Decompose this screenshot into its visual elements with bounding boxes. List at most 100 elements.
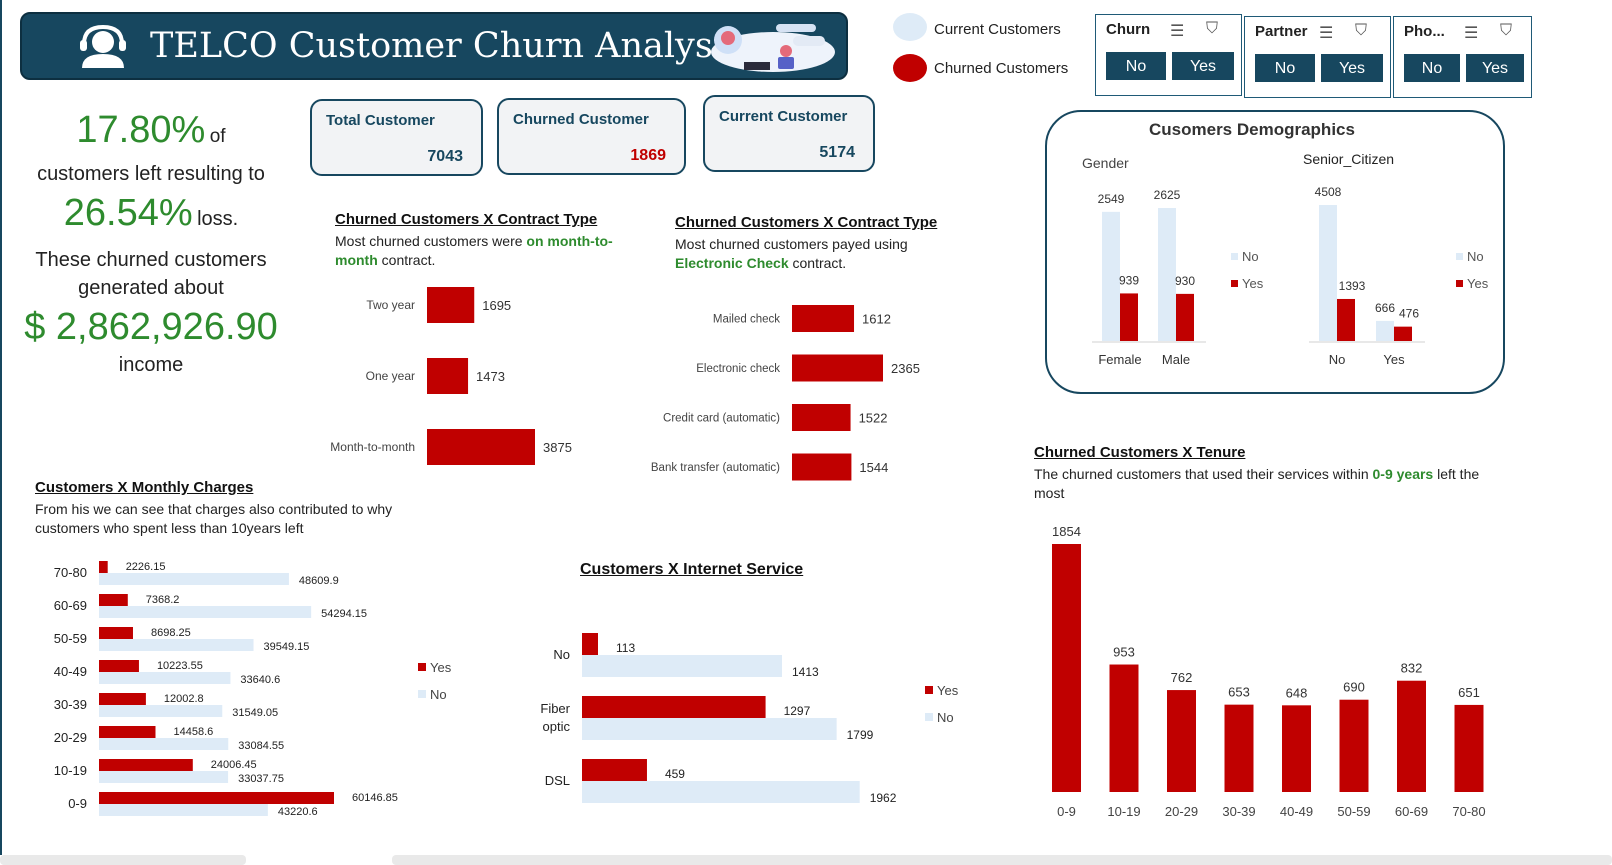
legend-no-swatch (1456, 253, 1463, 260)
data-label-no: 2549 (1098, 192, 1125, 206)
data-label: 648 (1286, 685, 1308, 700)
support-illustration-icon (711, 24, 835, 72)
category-label: Fiber (540, 701, 570, 716)
current-customer-value: 5174 (819, 144, 855, 161)
data-label-yes: 12002.8 (164, 693, 204, 705)
contract-chart: Two year 1695 One year 1473 Month-to-month 38… (330, 287, 572, 465)
horizontal-scrollbar[interactable] (392, 855, 1612, 865)
data-label: 953 (1113, 645, 1135, 660)
legend-yes-label: Yes (1467, 276, 1489, 291)
churn-slicer[interactable]: Churn ☰ ⛉ No Yes (1095, 14, 1242, 96)
bar-no (1158, 208, 1176, 341)
churned-customers-legend-swatch (893, 54, 927, 82)
dashboard-title: TELCO Customer Churn Analysis (150, 26, 742, 66)
summary-line-2: customers left resulting to (37, 163, 265, 185)
data-label: 651 (1458, 685, 1480, 700)
bar (1052, 544, 1081, 792)
summary-line-5: generated about (78, 277, 224, 299)
category-label: Yes (1383, 352, 1405, 367)
legend-yes-label: Yes (430, 660, 452, 675)
monthly-chart-subtitle: From his we can see that charges also co… (35, 501, 393, 536)
total-customer-label: Total Customer (326, 112, 435, 129)
bar-no (1376, 320, 1394, 341)
data-label-no: 4508 (1315, 185, 1342, 199)
data-label-no: 1799 (847, 728, 874, 742)
category-label: 0-9 (68, 796, 87, 811)
tenure-chart-subtitle: The churned customers that used their se… (1034, 466, 1480, 501)
data-label: 832 (1401, 661, 1423, 676)
data-label: 3875 (543, 440, 572, 455)
bar (1339, 699, 1369, 792)
data-label: 762 (1171, 670, 1193, 685)
data-label: 1612 (862, 312, 891, 327)
data-label-no: 31549.05 (232, 707, 278, 719)
churn-yes-button[interactable]: Yes (1172, 52, 1234, 80)
churned-customer-value: 1869 (630, 147, 666, 164)
phone-slicer-title: Pho... (1404, 23, 1445, 40)
bar-yes (99, 561, 108, 573)
category-label: 30-39 (1222, 804, 1255, 819)
churn-no-button[interactable]: No (1106, 52, 1166, 80)
gender-chart-label: Gender (1082, 155, 1129, 171)
current-customers-legend-label: Current Customers (934, 21, 1061, 38)
data-label-yes: 939 (1119, 273, 1139, 287)
legend-no-swatch (418, 690, 426, 698)
category-label: 10-19 (1107, 804, 1140, 819)
category-label: 60-69 (54, 598, 87, 613)
partner-slicer[interactable]: Partner ☰ ⛉ No Yes (1244, 16, 1391, 98)
category-label: 20-29 (1165, 804, 1198, 819)
churned-customers-legend-label: Churned Customers (934, 60, 1069, 77)
multi-select-icon[interactable]: ☰ (1170, 23, 1185, 40)
of-text: of (209, 126, 226, 147)
tenure-chart: 1854 0-9 953 10-19 762 20-29 653 30-39 648 40-49 6… (1052, 524, 1486, 819)
bar-yes (582, 696, 766, 718)
bar-no (99, 639, 254, 651)
data-label: 2365 (891, 361, 920, 376)
data-label-no: 666 (1375, 301, 1395, 315)
payment-chart-subtitle: Most churned customers payed using Elect… (675, 236, 908, 271)
phone-no-button[interactable]: No (1404, 54, 1460, 82)
bar (1109, 664, 1139, 792)
internet-chart-title: Customers X Internet Service (580, 561, 804, 578)
partner-no-button[interactable]: No (1255, 54, 1315, 82)
data-label-yes: 8698.25 (151, 627, 191, 639)
left-border (0, 0, 2, 855)
phone-yes-button[interactable]: Yes (1466, 54, 1524, 82)
demographics-panel (1045, 110, 1505, 394)
churned-customer-card: Churned Customer 1869 (497, 98, 686, 175)
category-label: 40-49 (54, 664, 87, 679)
gender-chart: 2549 939 Female 2625 930 Male No Yes (1092, 188, 1264, 367)
data-label: 653 (1228, 685, 1250, 700)
category-label: Bank transfer (automatic) (651, 462, 780, 474)
legend-no-swatch (925, 713, 933, 721)
data-label-no: 33037.75 (238, 773, 284, 785)
bar-no (582, 781, 860, 803)
data-label: 1544 (859, 460, 888, 475)
phone-slicer[interactable]: Pho... ☰ ⛉ No Yes (1393, 16, 1532, 98)
sheet-tab-area[interactable] (0, 855, 246, 865)
senior-chart-label: Senior_Citizen (1303, 151, 1395, 167)
clear-filter-icon[interactable]: ⛉ (1206, 20, 1219, 37)
clear-filter-icon[interactable]: ⛉ (1500, 22, 1513, 39)
bar-yes (99, 726, 156, 738)
category-label: One year (366, 369, 415, 383)
partner-yes-button[interactable]: Yes (1321, 54, 1383, 82)
multi-select-icon[interactable]: ☰ (1319, 25, 1334, 42)
clear-filter-icon[interactable]: ⛉ (1355, 22, 1368, 39)
category-label: 60-69 (1395, 804, 1428, 819)
bar-no (99, 705, 223, 717)
data-label-no: 2625 (1154, 188, 1181, 202)
data-label-no: 39549.15 (264, 641, 310, 653)
loss-percentage: 26.54% (63, 192, 193, 234)
bar-yes (1176, 293, 1194, 341)
multi-select-icon[interactable]: ☰ (1464, 25, 1479, 42)
category-label: 20-29 (54, 730, 87, 745)
category-label: Electronic check (696, 363, 780, 375)
income-value: $ 2,862,926.90 (24, 306, 278, 348)
data-label-yes: 459 (665, 767, 685, 781)
category-label: DSL (545, 773, 570, 788)
bar (427, 429, 535, 465)
category-label: Female (1098, 352, 1141, 367)
bar-yes (1120, 293, 1138, 341)
bar-no (582, 655, 782, 677)
